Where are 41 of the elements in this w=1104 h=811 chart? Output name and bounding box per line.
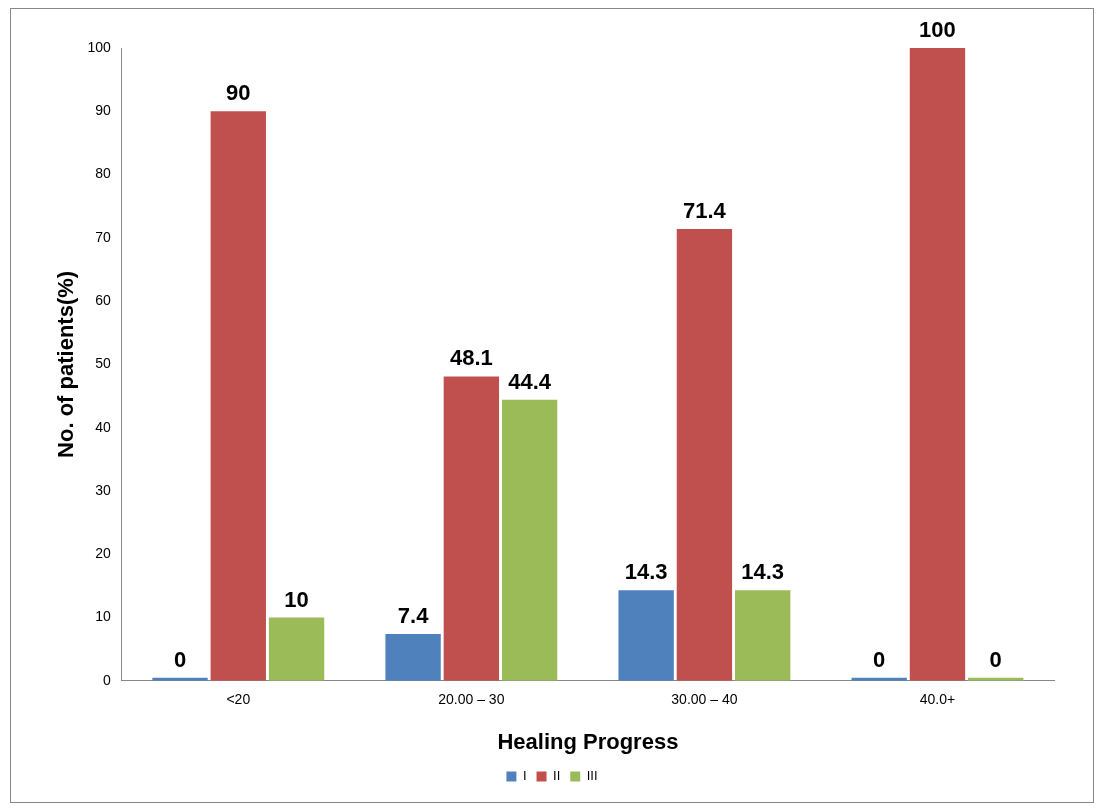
y-tick-label: 80 xyxy=(95,165,111,182)
data-label: 44.4 xyxy=(508,368,552,394)
bar xyxy=(676,228,733,681)
legend-label: I xyxy=(522,768,527,784)
bar xyxy=(909,48,966,681)
y-tick-label: 10 xyxy=(95,608,111,625)
data-label: 7.4 xyxy=(397,603,430,629)
legend-label: II xyxy=(553,768,561,784)
x-tick-label: <20 xyxy=(226,691,251,708)
data-label: 14.3 xyxy=(741,559,785,585)
x-axis-title: Healing Progress xyxy=(497,728,679,754)
y-tick-label: 30 xyxy=(95,481,111,498)
bar xyxy=(385,633,441,681)
y-tick-label: 0 xyxy=(102,671,111,688)
bar xyxy=(501,399,558,681)
data-label: 0 xyxy=(873,646,886,672)
x-tick-label: 20.00 – 30 xyxy=(438,691,505,708)
y-axis-title: No. of patients(%) xyxy=(53,270,79,458)
y-tick-label: 60 xyxy=(95,291,111,308)
bar xyxy=(210,111,266,681)
y-tick-label: 90 xyxy=(95,102,111,119)
data-label: 90 xyxy=(226,80,251,106)
bar xyxy=(618,590,674,681)
x-tick-label: 30.00 – 40 xyxy=(671,691,738,708)
y-tick-label: 70 xyxy=(95,228,111,245)
y-tick-label: 50 xyxy=(95,355,111,372)
x-tick-label: 40.0+ xyxy=(919,691,956,708)
data-label: 48.1 xyxy=(449,345,493,371)
bar xyxy=(443,376,500,681)
bar xyxy=(735,590,791,681)
data-label: 100 xyxy=(919,17,956,43)
bar xyxy=(268,617,325,681)
data-label: 10 xyxy=(284,586,309,612)
y-tick-label: 20 xyxy=(95,545,111,562)
data-label: 71.4 xyxy=(683,198,727,224)
y-tick-label: 40 xyxy=(95,418,111,435)
data-label: 0 xyxy=(989,646,1002,672)
y-tick-label: 100 xyxy=(87,38,111,55)
legend-label: III xyxy=(586,768,598,784)
data-label: 0 xyxy=(173,646,187,672)
data-label: 14.3 xyxy=(624,559,668,585)
